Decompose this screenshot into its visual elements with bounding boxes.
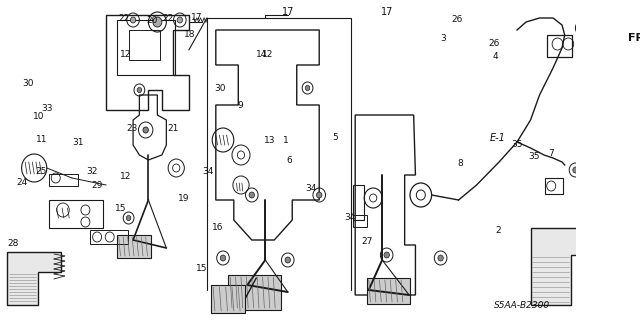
Text: 26: 26 [452,15,463,24]
Text: 5: 5 [332,133,338,142]
Text: 14: 14 [256,50,268,59]
Text: 9: 9 [237,101,243,110]
Text: 22: 22 [118,14,129,23]
Bar [228,275,280,310]
Text: 28: 28 [7,239,19,248]
Polygon shape [531,228,584,305]
Text: 27: 27 [362,237,373,246]
Bar [545,178,563,194]
Text: 17: 17 [191,13,203,22]
Text: 34: 34 [203,167,214,176]
Text: 23: 23 [127,124,138,132]
Text: 11: 11 [36,135,47,144]
Text: 7: 7 [548,149,554,158]
Text: 12: 12 [262,50,273,59]
Circle shape [305,85,310,91]
Circle shape [384,252,389,258]
Polygon shape [7,252,61,305]
Text: S5AA-B2300: S5AA-B2300 [493,300,550,309]
Text: 17: 17 [380,7,393,17]
Text: 30: 30 [22,79,33,88]
Text: E-1: E-1 [490,133,505,143]
Text: 34: 34 [344,213,356,222]
Circle shape [317,192,322,198]
Text: 20: 20 [147,16,157,25]
Text: 3: 3 [440,34,446,43]
Text: 25: 25 [36,167,47,176]
Text: 2: 2 [495,226,500,235]
Circle shape [285,257,291,263]
Text: 8: 8 [458,159,463,168]
Text: 29: 29 [91,181,102,190]
Bar [129,30,160,60]
Text: 15: 15 [115,204,127,212]
Bar [211,285,246,313]
Polygon shape [117,235,151,258]
Bar [90,230,128,244]
Bar [353,185,364,220]
Circle shape [438,255,444,261]
Bar [49,200,104,228]
Text: 12: 12 [120,172,131,180]
Text: 4: 4 [492,52,498,60]
Text: 21: 21 [167,124,179,132]
Text: 18: 18 [184,30,196,39]
Text: 16: 16 [212,223,223,232]
Text: 19: 19 [179,194,190,203]
Circle shape [573,167,578,173]
Text: 30: 30 [214,84,225,92]
Text: 26: 26 [488,39,499,48]
Bar [117,20,175,75]
Text: 12: 12 [120,50,131,59]
Text: 17: 17 [282,7,294,17]
Bar [547,35,572,57]
Text: 35: 35 [511,140,522,148]
Text: 10: 10 [33,112,45,121]
Bar [367,278,410,304]
Circle shape [177,17,182,23]
Bar [49,174,78,186]
Circle shape [220,255,226,261]
Circle shape [609,49,614,55]
Circle shape [137,87,141,92]
Text: 32: 32 [86,167,98,176]
Text: 24: 24 [16,178,28,187]
Text: 1: 1 [283,136,289,145]
Text: 31: 31 [72,138,83,147]
Text: FR.: FR. [628,33,640,43]
Text: 13: 13 [264,136,275,145]
Circle shape [131,17,136,23]
Circle shape [580,25,586,31]
Text: 15: 15 [196,264,207,273]
Text: 34: 34 [305,184,316,193]
Circle shape [249,192,255,198]
Circle shape [143,127,148,133]
Circle shape [126,215,131,220]
Circle shape [153,17,162,27]
Text: 35: 35 [528,152,540,161]
Text: 33: 33 [42,104,53,113]
FancyArrow shape [623,14,640,40]
Text: 6: 6 [286,156,292,164]
Bar [353,215,367,227]
Text: 22: 22 [163,14,173,23]
